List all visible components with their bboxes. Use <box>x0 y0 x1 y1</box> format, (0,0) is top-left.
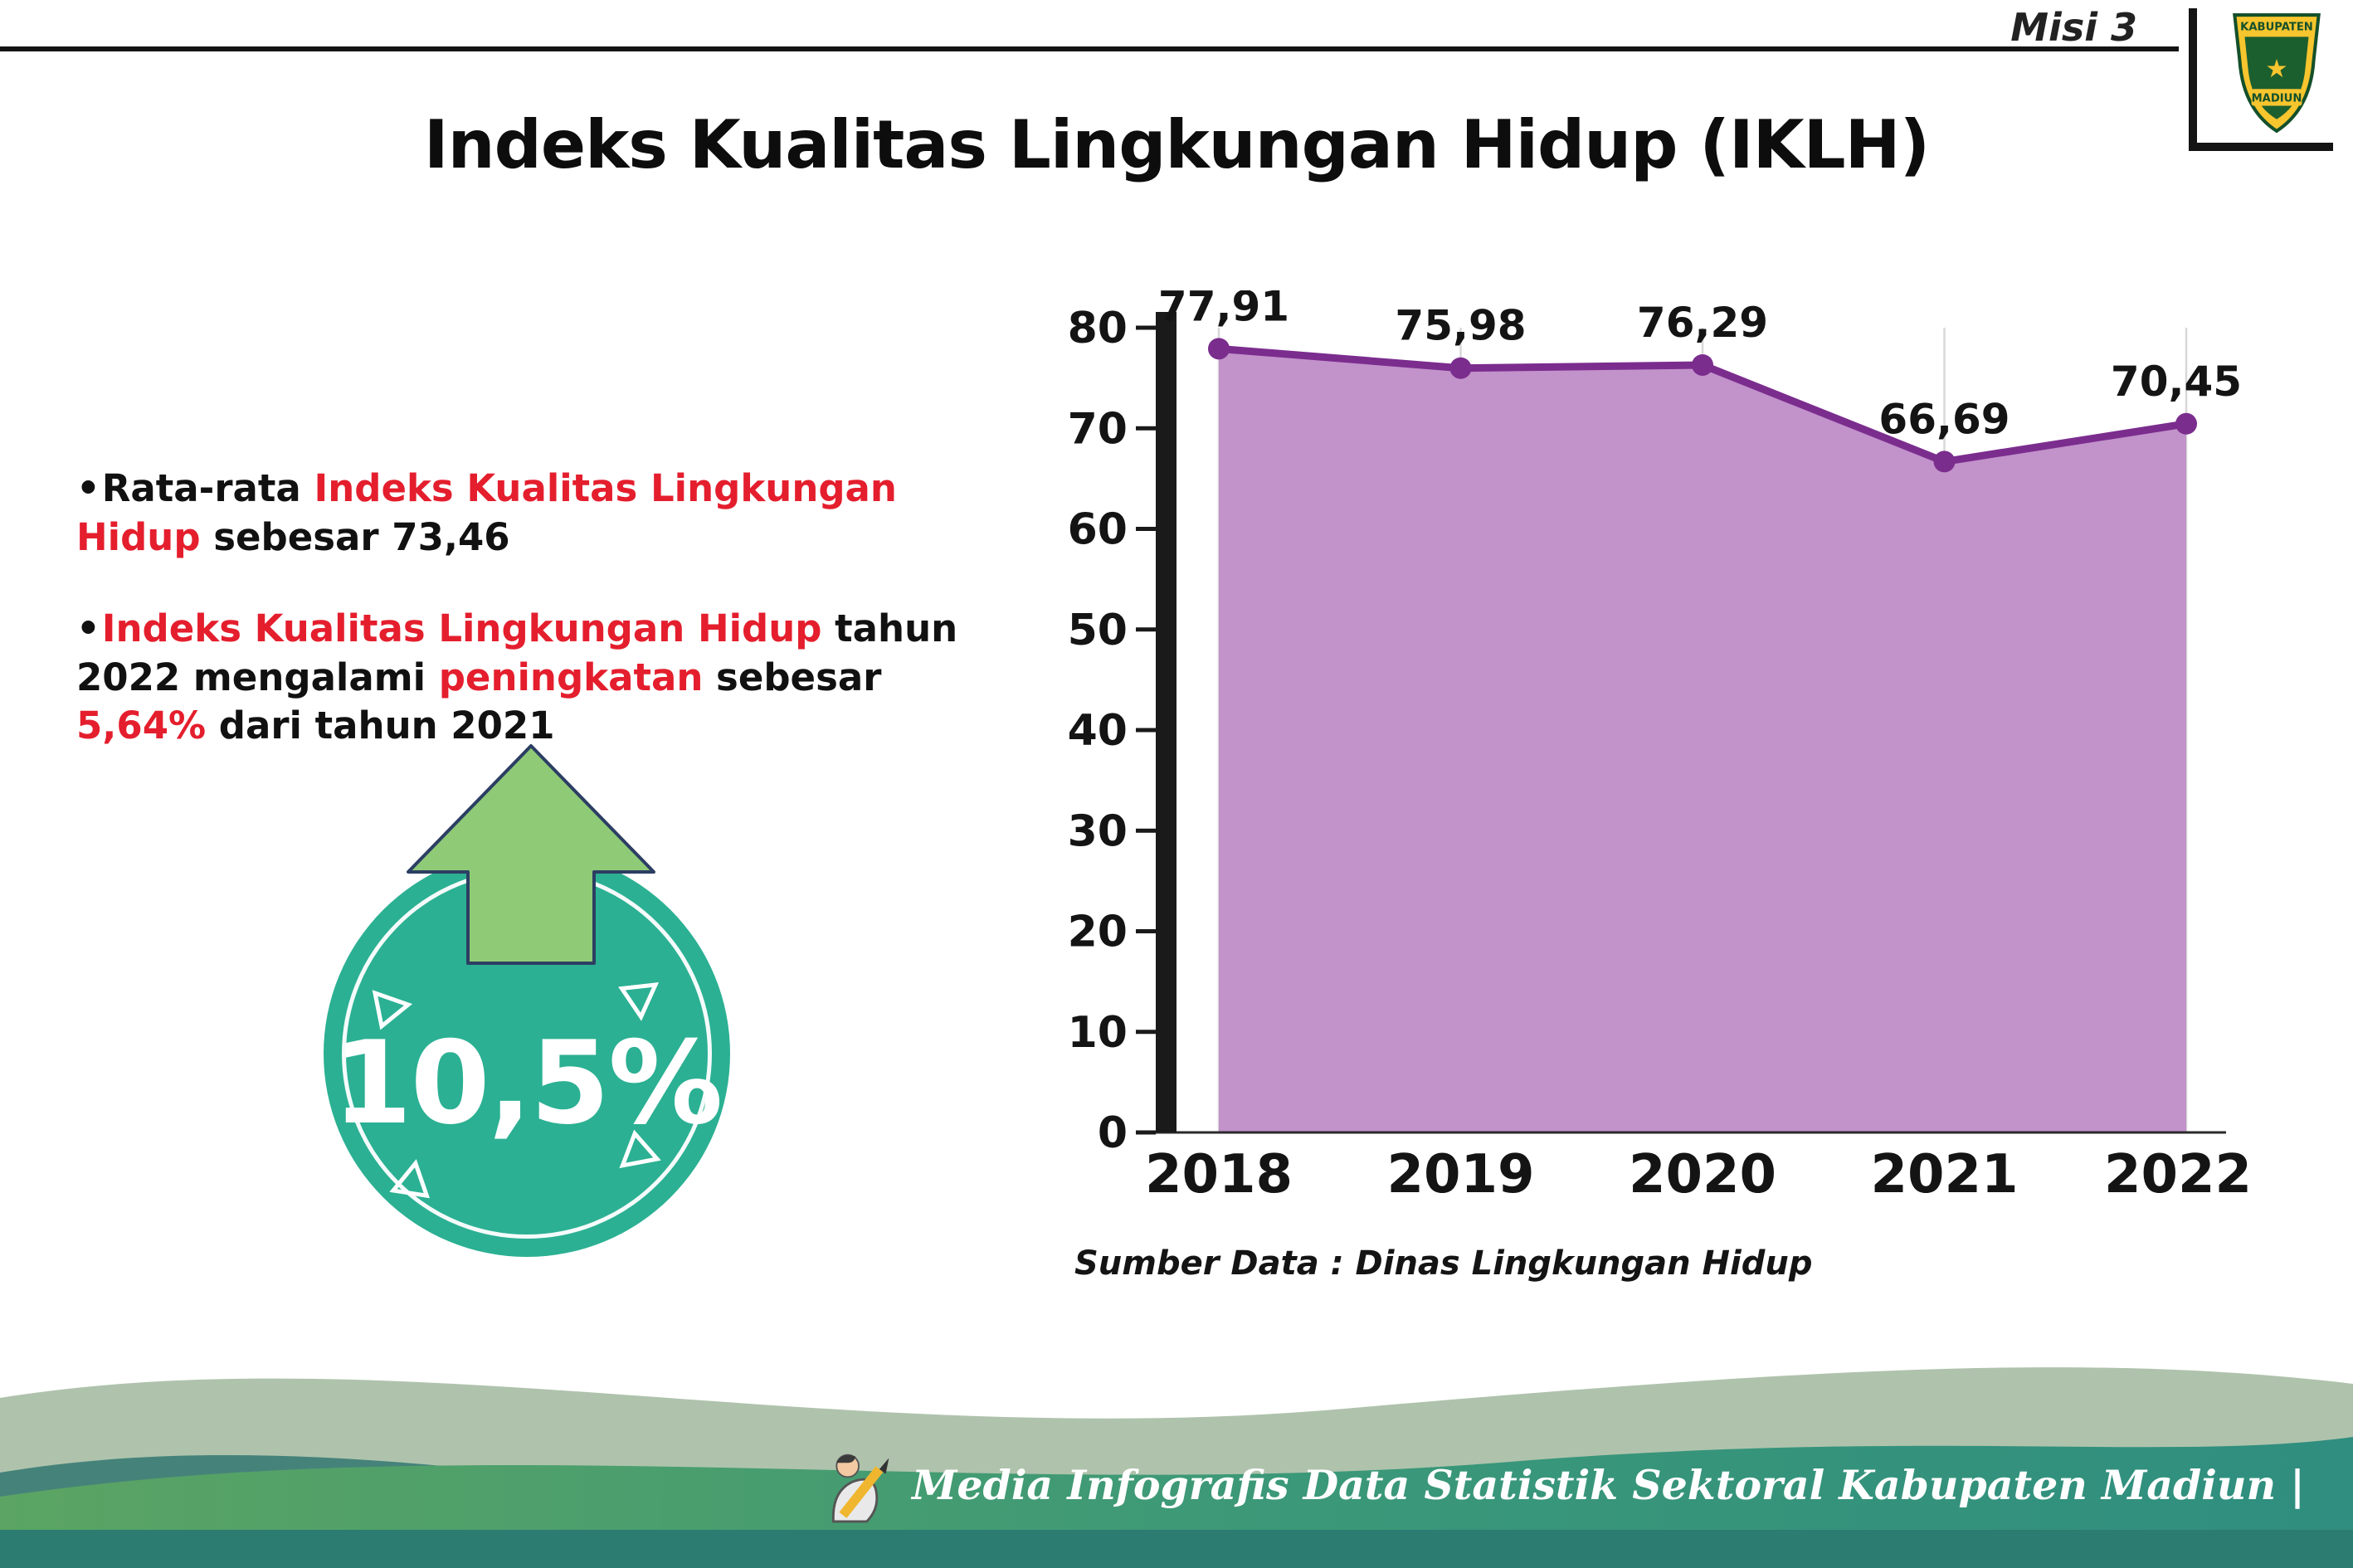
bullet-segment: sebesar <box>703 655 882 699</box>
badge-decoration <box>372 982 661 1199</box>
misi-label: Misi 3 <box>2010 5 2137 50</box>
y-tick-label: 50 <box>1068 606 1128 655</box>
y-tick-label: 30 <box>1068 806 1128 856</box>
chart-point <box>1449 357 1472 379</box>
bullet-segment: Indeks Kualitas Lingkungan Hidup <box>76 466 897 559</box>
y-axis-bar <box>1156 312 1176 1132</box>
bullet-2: •Indeks Kualitas Lingkungan Hidup tahun … <box>76 605 972 751</box>
bullet-1: •Rata-rata Indeks Kualitas Lingkungan Hi… <box>76 465 972 562</box>
bullet-segment: Indeks Kualitas Lingkungan Hidup <box>101 606 822 650</box>
bullet-segment: peningkatan <box>438 655 704 699</box>
bullet-segment: 5,64% <box>76 704 207 747</box>
crest-star-icon: ★ <box>2265 55 2287 84</box>
tick-triangle <box>389 1159 431 1199</box>
kabupaten-madiun-logo: KABUPATEN ★ MADIUN <box>2189 8 2333 151</box>
bullet-segment: sebesar 73,46 <box>200 514 510 559</box>
point-label: 76,29 <box>1637 299 1768 347</box>
y-tick-label: 0 <box>1098 1108 1128 1158</box>
crest-top-text: KABUPATEN <box>2240 21 2313 33</box>
x-tick-label: 2021 <box>1870 1144 2018 1205</box>
crest-ribbon <box>2251 89 2302 106</box>
y-tick-label: 70 <box>1068 404 1128 454</box>
up-arrow-icon <box>407 744 655 965</box>
footer-credit: Media Infografis Data Statistik Sektoral… <box>824 1445 2305 1525</box>
footer-strip <box>0 1530 2353 1568</box>
y-tick-label: 10 <box>1068 1008 1128 1058</box>
bullet-marker: • <box>76 466 100 510</box>
chart-point <box>1692 353 1713 376</box>
chart-point <box>2175 412 2197 435</box>
bullet-segment: tahun 2022 mengalami <box>76 606 958 699</box>
increase-percentage: 10,5% <box>332 1015 723 1150</box>
header-rule <box>0 46 2179 51</box>
point-label: 66,69 <box>1878 395 2010 443</box>
tick-triangle <box>619 1129 661 1169</box>
chart-point <box>1933 450 1956 473</box>
mascot-icon <box>832 1454 889 1523</box>
tick-triangle <box>618 982 660 1021</box>
x-tick-label: 2018 <box>1145 1144 1293 1205</box>
increase-badge: 10,5% <box>324 850 730 1257</box>
iklh-area-chart: 0 10 20 30 40 50 60 70 80 77,91 75,98 76,29 66,69 70,… <box>1068 290 2252 1205</box>
chart-point <box>1208 338 1230 360</box>
bullet-marker: • <box>76 606 100 650</box>
y-tick-label: 80 <box>1068 304 1128 353</box>
point-label: 75,98 <box>1395 302 1526 350</box>
x-tick-label: 2022 <box>2104 1144 2252 1205</box>
tick-triangle <box>372 990 413 1030</box>
y-tick-label: 20 <box>1068 908 1128 957</box>
bullet-segment: dari tahun 2021 <box>206 704 555 747</box>
key-points: •Rata-rata Indeks Kualitas Lingkungan Hi… <box>76 465 972 794</box>
x-tick-label: 2019 <box>1386 1144 1534 1205</box>
crest-icon: KABUPATEN ★ MADIUN <box>2233 13 2321 134</box>
footer-waves <box>0 1367 2353 1568</box>
point-label: 70,45 <box>2111 358 2242 406</box>
chart-area <box>1219 348 2186 1132</box>
x-tick-label: 2020 <box>1629 1144 1776 1205</box>
page-title: Indeks Kualitas Lingkungan Hidup (IKLH) <box>423 106 1930 183</box>
data-source: Sumber Data : Dinas Lingkungan Hidup <box>1074 1244 1813 1283</box>
crest-bottom-text: MADIUN <box>2252 92 2302 105</box>
footer-credit-text: Media Infografis Data Statistik Sektoral… <box>912 1461 2305 1509</box>
y-tick-label: 40 <box>1068 706 1128 756</box>
point-label: 77,91 <box>1158 290 1289 330</box>
bullet-segment: Rata-rata <box>101 466 314 510</box>
y-tick-label: 60 <box>1068 505 1128 555</box>
